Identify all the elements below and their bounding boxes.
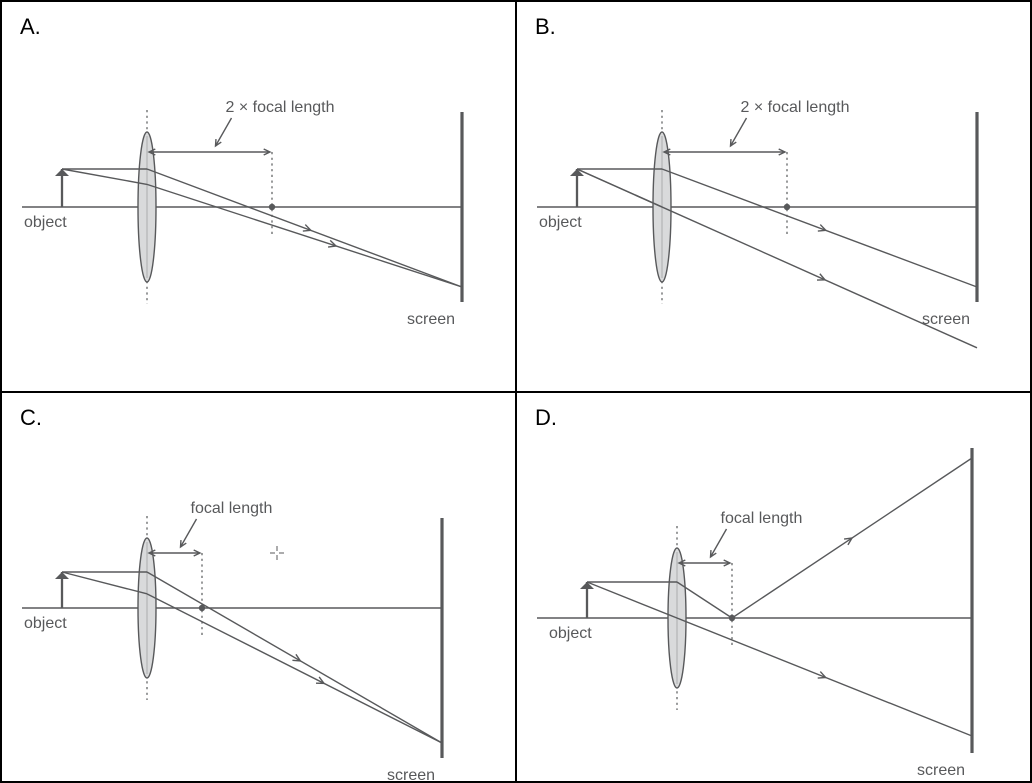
- panel-a-svg: object 2 × focal length screen: [2, 2, 516, 392]
- svg-text:object: object: [24, 615, 67, 632]
- panel-d: D. objectfocal lengthscreen: [516, 392, 1031, 783]
- svg-text:screen: screen: [917, 762, 965, 779]
- svg-text:focal length: focal length: [191, 500, 273, 517]
- svg-text:screen: screen: [407, 311, 455, 328]
- panel-b-svg: object 2 × focal length screen: [517, 2, 1031, 392]
- panel-c: C. objectfocal lengthscreen: [1, 392, 516, 783]
- panel-a: A. object2 × focal lengthscreen: [1, 1, 516, 392]
- svg-text:focal length: focal length: [721, 510, 803, 527]
- svg-text:2 × focal length: 2 × focal length: [741, 99, 850, 116]
- panel-c-svg: object focal length screen: [2, 393, 516, 783]
- svg-text:object: object: [539, 214, 582, 231]
- panel-d-svg: object focal length screen: [517, 393, 1031, 783]
- panel-b: B. object2 × focal lengthscreen: [516, 1, 1031, 392]
- svg-text:screen: screen: [387, 767, 435, 783]
- svg-text:object: object: [24, 214, 67, 231]
- diagram-grid: A. object2 × focal lengthscreen B. objec…: [0, 0, 1032, 783]
- svg-text:2 × focal length: 2 × focal length: [226, 99, 335, 116]
- svg-text:object: object: [549, 625, 592, 642]
- svg-text:screen: screen: [922, 311, 970, 328]
